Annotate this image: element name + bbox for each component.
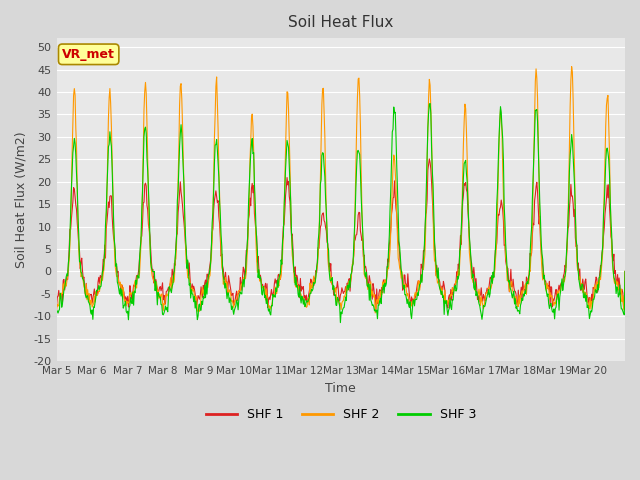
SHF 3 — [426, 101, 434, 107]
SHF 3 — [224, 290, 232, 296]
SHF 1 — [400, 272, 408, 278]
SHF 1 — [252, 228, 260, 234]
SHF 3 — [120, 305, 127, 311]
SHF 1 — [224, 291, 232, 297]
SHF 2 — [224, 288, 232, 294]
SHF 1 — [120, 287, 127, 293]
SHF 1 — [433, 263, 440, 268]
X-axis label: Time: Time — [325, 382, 356, 395]
SHF 2 — [621, 268, 629, 274]
Text: VR_met: VR_met — [62, 48, 115, 61]
SHF 2 — [371, 310, 379, 316]
SHF 3 — [273, 277, 281, 283]
SHF 1 — [372, 306, 380, 312]
SHF 3 — [52, 307, 60, 313]
SHF 1 — [52, 304, 60, 310]
Title: Soil Heat Flux: Soil Heat Flux — [288, 15, 394, 30]
Legend: SHF 1, SHF 2, SHF 3: SHF 1, SHF 2, SHF 3 — [200, 403, 481, 426]
Y-axis label: Soil Heat Flux (W/m2): Soil Heat Flux (W/m2) — [15, 132, 28, 268]
SHF 2 — [400, 281, 408, 287]
SHF 3 — [400, 282, 408, 288]
SHF 1 — [273, 282, 281, 288]
SHF 3 — [621, 268, 629, 274]
SHF 1 — [621, 268, 629, 274]
Line: SHF 1: SHF 1 — [56, 159, 625, 309]
SHF 1 — [426, 156, 433, 162]
SHF 3 — [433, 269, 440, 275]
SHF 2 — [273, 283, 281, 288]
Line: SHF 3: SHF 3 — [56, 104, 625, 323]
SHF 3 — [337, 320, 344, 325]
Line: SHF 2: SHF 2 — [56, 67, 625, 313]
SHF 2 — [120, 285, 127, 290]
SHF 2 — [568, 64, 575, 70]
SHF 2 — [432, 273, 440, 279]
SHF 3 — [252, 222, 260, 228]
SHF 2 — [52, 308, 60, 313]
SHF 2 — [252, 238, 260, 243]
